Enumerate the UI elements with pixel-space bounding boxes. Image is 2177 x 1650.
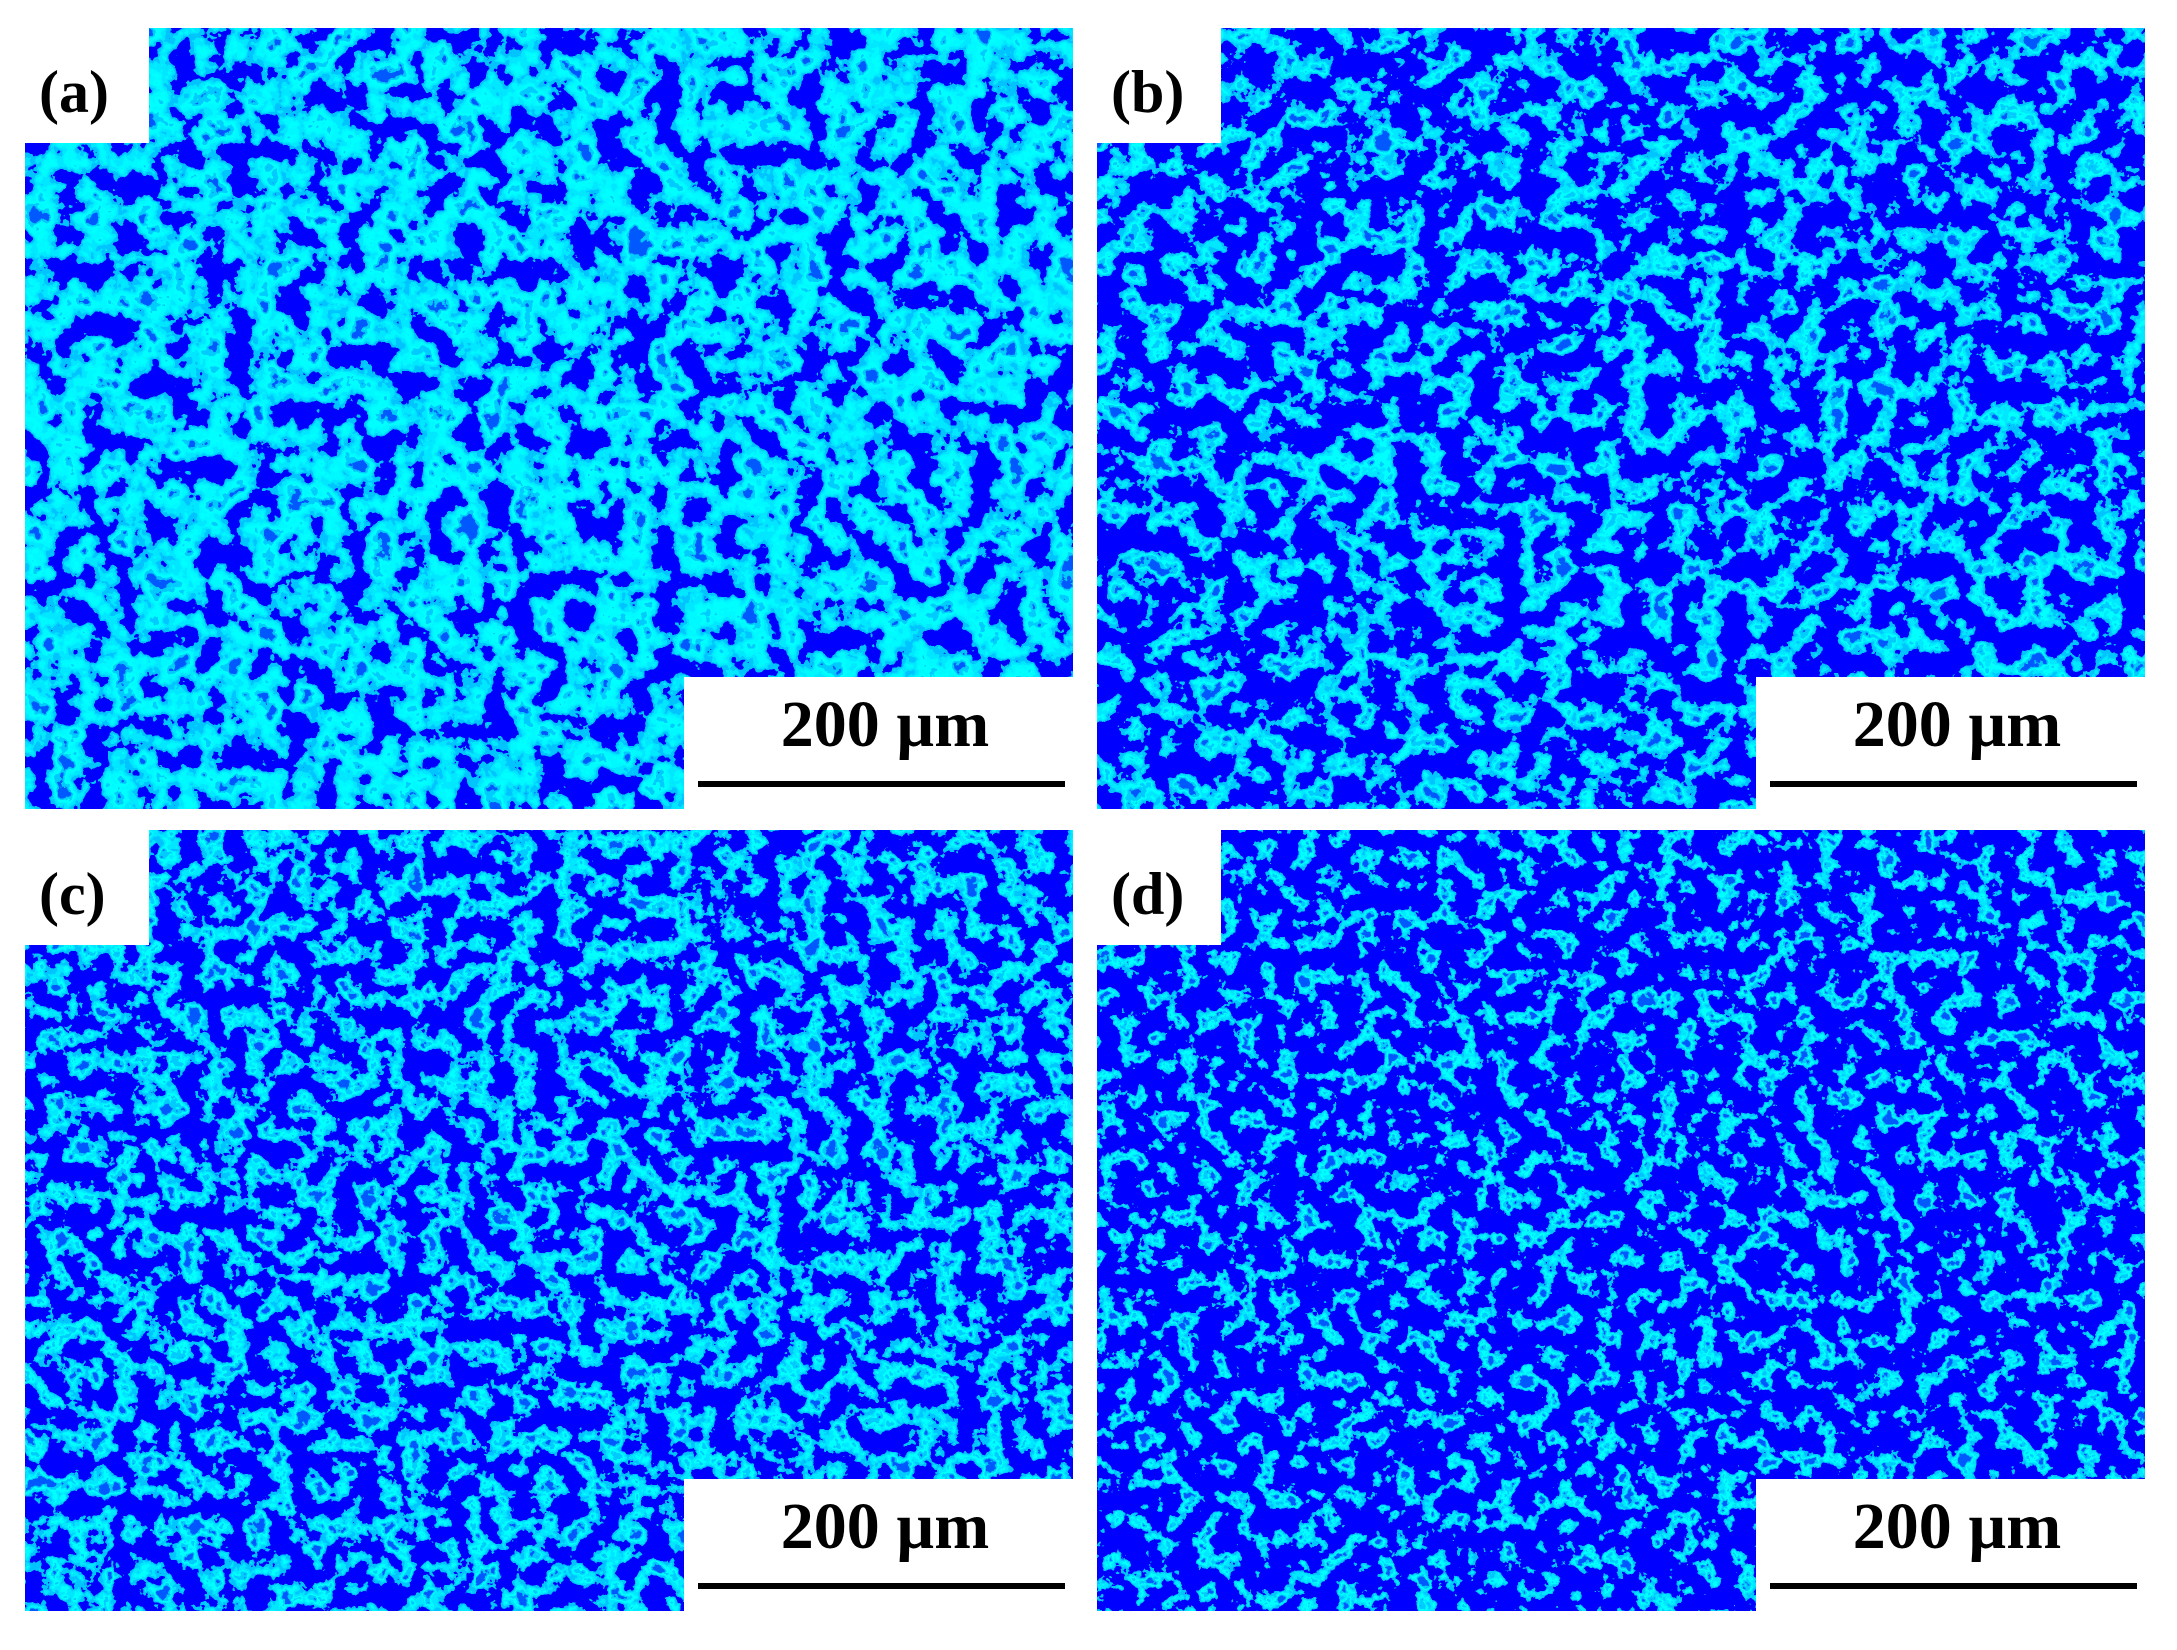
scale-label: 200 µm <box>781 688 990 761</box>
scale-label: 200 µm <box>1853 688 2062 761</box>
panel-label: (b) <box>1111 59 1184 125</box>
label-box <box>25 830 149 945</box>
scale-label: 200 µm <box>781 1490 990 1563</box>
label-box <box>25 28 149 143</box>
label-box <box>1097 28 1221 143</box>
panel-label: (c) <box>39 861 106 927</box>
scale-bar <box>1770 781 2137 787</box>
scale-bar <box>698 781 1065 787</box>
scale-label: 200 µm <box>1853 1490 2062 1563</box>
panel: (c) 200 µm <box>25 830 1073 1611</box>
panel: (b) 200 µm <box>1097 28 2145 809</box>
label-box <box>1097 830 1221 945</box>
scale-bar <box>1770 1583 2137 1589</box>
panel: (d) 200 µm <box>1097 830 2145 1611</box>
panel-label: (a) <box>39 59 109 125</box>
panel-label: (d) <box>1111 861 1184 927</box>
scale-bar <box>698 1583 1065 1589</box>
panel: (a) 200 µm <box>25 28 1073 809</box>
